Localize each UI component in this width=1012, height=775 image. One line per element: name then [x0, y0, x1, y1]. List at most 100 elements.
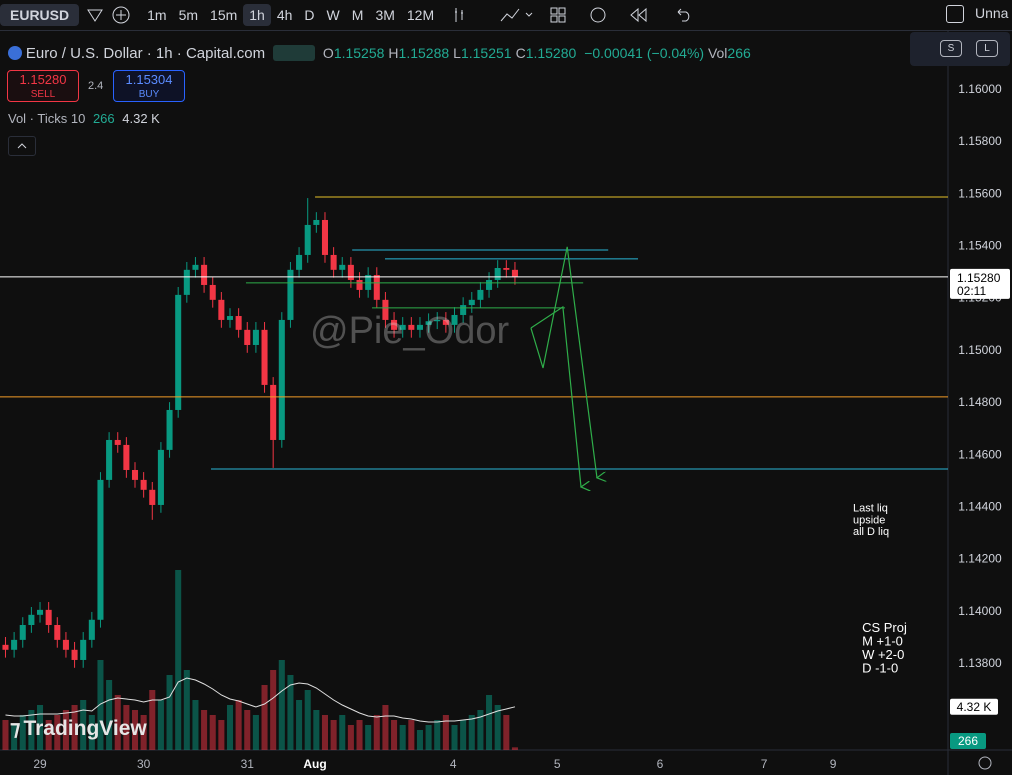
collapse-button[interactable] [8, 136, 36, 156]
projection-path [530, 305, 581, 487]
candle-body [339, 264, 346, 270]
candle-body [408, 324, 415, 330]
volume-legend-value: 266 [92, 111, 115, 126]
interval-button[interactable]: W [326, 7, 340, 23]
annotation-text: all D liq [853, 526, 889, 538]
y-tick-label: 1.15400 [958, 239, 1002, 253]
interval-button[interactable]: 4h [276, 7, 293, 23]
volume-legend-ma: 4.32 K [122, 111, 160, 126]
y-tick-label: 1.15000 [958, 343, 1002, 357]
volume-legend-label: Vol · Ticks 10 [8, 111, 86, 126]
candle-body [399, 324, 406, 330]
candle-body [2, 644, 9, 650]
candle-body [425, 321, 432, 325]
x-tick-label: 29 [33, 757, 47, 771]
volume-bar [442, 715, 449, 750]
layout-name[interactable]: Unna [975, 5, 1009, 21]
watermark: @Pie_Odor [310, 310, 510, 352]
interval-button[interactable]: M [351, 7, 364, 23]
candle-body [511, 269, 518, 277]
x-tick-label: 30 [137, 757, 151, 771]
floating-tools: S L [910, 32, 1010, 66]
volume-bar [157, 700, 164, 750]
buy-price: 1.15304 [125, 72, 173, 87]
candle-body [330, 254, 337, 270]
candle-body [123, 444, 130, 470]
candle-body [270, 384, 277, 440]
projection-path [530, 246, 597, 478]
y-tick-label: 1.14600 [958, 447, 1002, 461]
volume-bar [382, 705, 389, 750]
candle-body [296, 254, 303, 270]
toolbar: EURUSD 1m 5m 15m 1h 4h D W M 3M 12M Unna [0, 0, 1012, 31]
volume-bar [19, 715, 26, 750]
sell-button[interactable]: 1.15280 SELL [7, 70, 79, 102]
layout-checkbox[interactable] [946, 5, 964, 23]
candle-body [391, 319, 398, 330]
volume-bar [45, 720, 52, 750]
legend-change: −0.00041 (−0.04%) [584, 45, 705, 61]
y-tick-label: 1.14800 [958, 395, 1002, 409]
buy-button[interactable]: 1.15304 BUY [113, 70, 185, 102]
annotation-text: Last liq [853, 503, 888, 515]
candle-body [45, 609, 52, 625]
add-icon[interactable] [107, 4, 135, 26]
settings-icon[interactable] [978, 756, 992, 770]
candle-body [97, 479, 104, 620]
volume-bar [226, 705, 234, 750]
tool-icons [455, 7, 690, 23]
chevron [17, 143, 27, 149]
annotation-text: upside [853, 514, 885, 526]
long-tool[interactable]: L [976, 40, 998, 57]
brand-name: TradingView [23, 717, 147, 740]
volume-bar [11, 725, 18, 750]
brand-logo: ⁊ TradingView [10, 716, 147, 741]
candle-body [71, 649, 78, 660]
volume-bar [287, 675, 294, 750]
volume-bar [356, 720, 363, 750]
volume-bar [399, 725, 406, 750]
volume-bar [244, 710, 251, 750]
volume-bar [261, 685, 268, 750]
candle-body [416, 324, 423, 330]
candle-body [252, 329, 259, 345]
interval-button[interactable]: D [304, 7, 315, 23]
short-tool[interactable]: S [940, 40, 962, 57]
candle-body [477, 289, 484, 300]
annotation-text: M +1-0 [862, 633, 903, 648]
interval-button[interactable]: 1h [243, 4, 271, 26]
symbol[interactable]: EURUSD [0, 4, 80, 26]
interval-button[interactable]: 3M [375, 7, 395, 23]
ohlc-value: 1.15288 [398, 45, 450, 61]
volume-bar [88, 715, 95, 750]
y-tick-label: 1.15800 [958, 134, 1002, 148]
candle-body [347, 264, 354, 281]
volume-bar [511, 747, 518, 750]
y-tick-label: 1.13800 [958, 656, 1002, 670]
y-tick-label: 1.14200 [958, 552, 1002, 566]
volume-legend: Vol · Ticks 10 266 4.32 K [8, 111, 160, 126]
compare-icon[interactable] [83, 5, 107, 25]
volume-bar [97, 660, 104, 750]
buy-label: BUY [138, 89, 160, 100]
candle-body [131, 469, 139, 480]
x-tick-label: 4 [450, 757, 457, 771]
y-tick-label: 1.14400 [958, 500, 1002, 514]
ohlc-key: H [388, 45, 399, 61]
volume-bar [235, 700, 242, 750]
volume-bar [408, 720, 415, 750]
interval-button[interactable]: 12M [406, 7, 435, 23]
ohlc-value: 1.15258 [333, 45, 385, 61]
x-tick-label: 31 [241, 757, 255, 771]
candle-body [175, 294, 182, 410]
candle-body [114, 439, 121, 445]
candle-body [183, 269, 190, 295]
interval-button[interactable]: 5m [178, 7, 199, 23]
interval-button[interactable]: 1m [147, 7, 167, 23]
volume-bar [209, 715, 216, 750]
volume-bar [175, 570, 182, 750]
plot-area [0, 196, 948, 750]
interval-button[interactable]: 15m [210, 7, 238, 23]
candle-body [304, 224, 311, 255]
